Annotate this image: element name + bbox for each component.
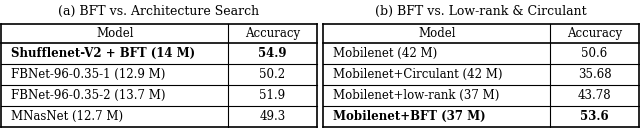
Text: Model: Model [418,27,456,40]
Text: FBNet-96-0.35-1 (12.9 M): FBNet-96-0.35-1 (12.9 M) [11,68,165,81]
Text: Mobilenet+Circulant (42 M): Mobilenet+Circulant (42 M) [333,68,502,81]
Text: Shufflenet-V2 + BFT (14 M): Shufflenet-V2 + BFT (14 M) [11,47,195,60]
Text: Mobilenet (42 M): Mobilenet (42 M) [333,47,437,60]
Text: 53.6: 53.6 [580,110,609,123]
Text: Mobilenet+low-rank (37 M): Mobilenet+low-rank (37 M) [333,89,499,102]
Text: FBNet-96-0.35-2 (13.7 M): FBNet-96-0.35-2 (13.7 M) [11,89,165,102]
Text: Accuracy: Accuracy [567,27,622,40]
Text: 35.68: 35.68 [578,68,611,81]
Text: (b) BFT vs. Low-rank & Circulant: (b) BFT vs. Low-rank & Circulant [375,5,587,18]
Text: Model: Model [96,27,134,40]
Text: (a) BFT vs. Architecture Search: (a) BFT vs. Architecture Search [58,5,260,18]
Text: 54.9: 54.9 [258,47,287,60]
Text: 43.78: 43.78 [578,89,611,102]
Text: 49.3: 49.3 [259,110,285,123]
Text: 50.6: 50.6 [581,47,607,60]
Text: Mobilenet+BFT (37 M): Mobilenet+BFT (37 M) [333,110,486,123]
Text: 50.2: 50.2 [259,68,285,81]
Text: Accuracy: Accuracy [245,27,300,40]
Text: MNasNet (12.7 M): MNasNet (12.7 M) [11,110,123,123]
Text: 51.9: 51.9 [259,89,285,102]
